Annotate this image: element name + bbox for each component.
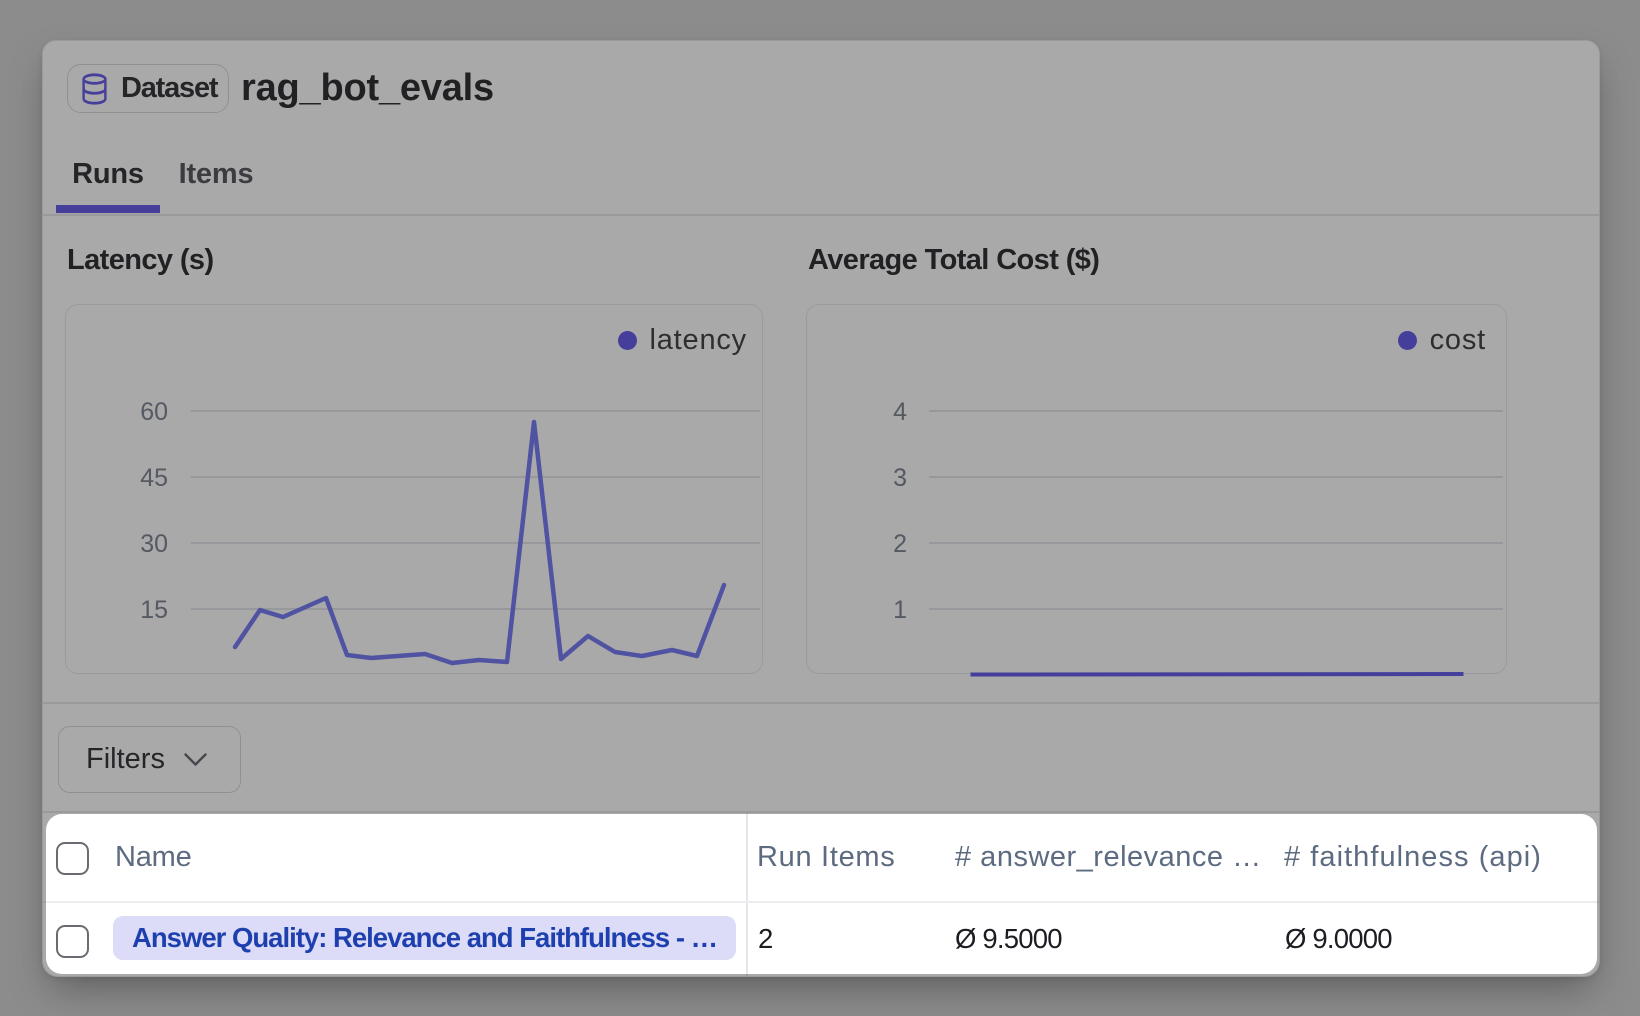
svg-text:3: 3 <box>893 464 907 492</box>
svg-text:30: 30 <box>140 530 168 558</box>
svg-text:4: 4 <box>893 398 907 426</box>
svg-text:1: 1 <box>893 596 907 624</box>
svg-text:45: 45 <box>140 464 168 492</box>
svg-text:60: 60 <box>140 398 168 426</box>
svg-text:15: 15 <box>140 596 168 624</box>
svg-text:2: 2 <box>893 530 907 558</box>
